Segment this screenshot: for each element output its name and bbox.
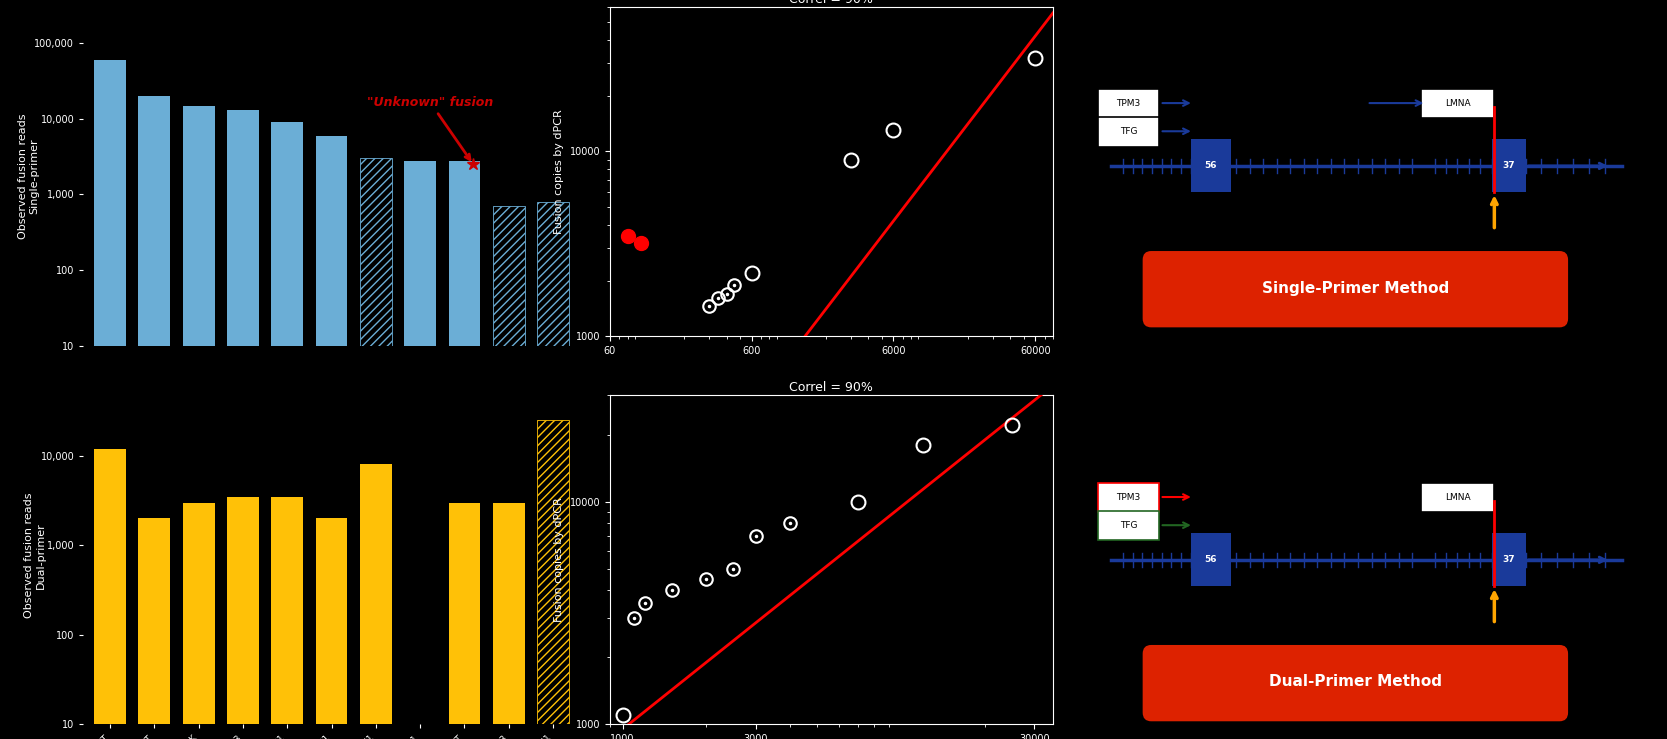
FancyBboxPatch shape bbox=[1099, 89, 1159, 118]
Text: NTRK1: NTRK1 bbox=[1320, 208, 1357, 218]
Text: TFG: TFG bbox=[1120, 521, 1137, 530]
FancyBboxPatch shape bbox=[1492, 534, 1525, 586]
Y-axis label: Observed fusion reads
Single-primer: Observed fusion reads Single-primer bbox=[18, 114, 40, 239]
FancyBboxPatch shape bbox=[1190, 534, 1230, 586]
FancyBboxPatch shape bbox=[1099, 511, 1159, 540]
Bar bbox=[272, 123, 303, 739]
Title: Correl = 90%: Correl = 90% bbox=[790, 381, 874, 394]
Bar bbox=[93, 60, 127, 739]
Title: Correl = 90%: Correl = 90% bbox=[790, 0, 874, 6]
Text: 37: 37 bbox=[1502, 555, 1515, 565]
Text: 56: 56 bbox=[1205, 161, 1217, 171]
Text: TPM3: TPM3 bbox=[1117, 98, 1140, 108]
Text: "Unknown" fusion: "Unknown" fusion bbox=[367, 95, 493, 160]
FancyBboxPatch shape bbox=[1190, 140, 1230, 192]
Bar bbox=[537, 420, 568, 739]
Y-axis label: Observed fusion reads
Dual-primer: Observed fusion reads Dual-primer bbox=[25, 492, 45, 618]
Bar bbox=[93, 449, 127, 739]
Bar bbox=[493, 206, 525, 739]
FancyBboxPatch shape bbox=[1492, 140, 1525, 192]
Bar bbox=[138, 518, 170, 739]
Text: TPM3: TPM3 bbox=[1117, 492, 1140, 502]
Bar bbox=[537, 202, 568, 739]
Text: NTRK1: NTRK1 bbox=[1320, 602, 1357, 612]
Text: 56: 56 bbox=[1205, 555, 1217, 565]
Bar bbox=[183, 106, 215, 739]
Bar bbox=[183, 503, 215, 739]
Bar bbox=[315, 136, 347, 739]
FancyBboxPatch shape bbox=[1099, 118, 1159, 146]
Bar bbox=[403, 160, 437, 739]
Text: LMNA: LMNA bbox=[1445, 492, 1470, 502]
Bar bbox=[315, 518, 347, 739]
Bar bbox=[227, 110, 258, 739]
FancyBboxPatch shape bbox=[1099, 483, 1159, 512]
Bar bbox=[272, 497, 303, 739]
Text: Single-Primer Method: Single-Primer Method bbox=[1262, 281, 1449, 296]
FancyBboxPatch shape bbox=[1422, 89, 1494, 118]
FancyBboxPatch shape bbox=[1422, 483, 1494, 512]
Bar bbox=[448, 503, 480, 739]
FancyBboxPatch shape bbox=[1142, 251, 1569, 327]
Text: TFG: TFG bbox=[1120, 127, 1137, 136]
Bar bbox=[227, 497, 258, 739]
Bar bbox=[448, 160, 480, 739]
Bar bbox=[493, 503, 525, 739]
Y-axis label: Fusion copies by dPCR: Fusion copies by dPCR bbox=[553, 109, 563, 234]
FancyBboxPatch shape bbox=[1142, 645, 1569, 721]
Text: Dual-Primer Method: Dual-Primer Method bbox=[1269, 675, 1442, 689]
Text: LMNA: LMNA bbox=[1445, 98, 1470, 108]
Bar bbox=[360, 464, 392, 739]
Y-axis label: Fusion copies by dPCR: Fusion copies by dPCR bbox=[553, 497, 563, 622]
Text: 37: 37 bbox=[1502, 161, 1515, 171]
Bar bbox=[360, 158, 392, 739]
Bar bbox=[138, 96, 170, 739]
